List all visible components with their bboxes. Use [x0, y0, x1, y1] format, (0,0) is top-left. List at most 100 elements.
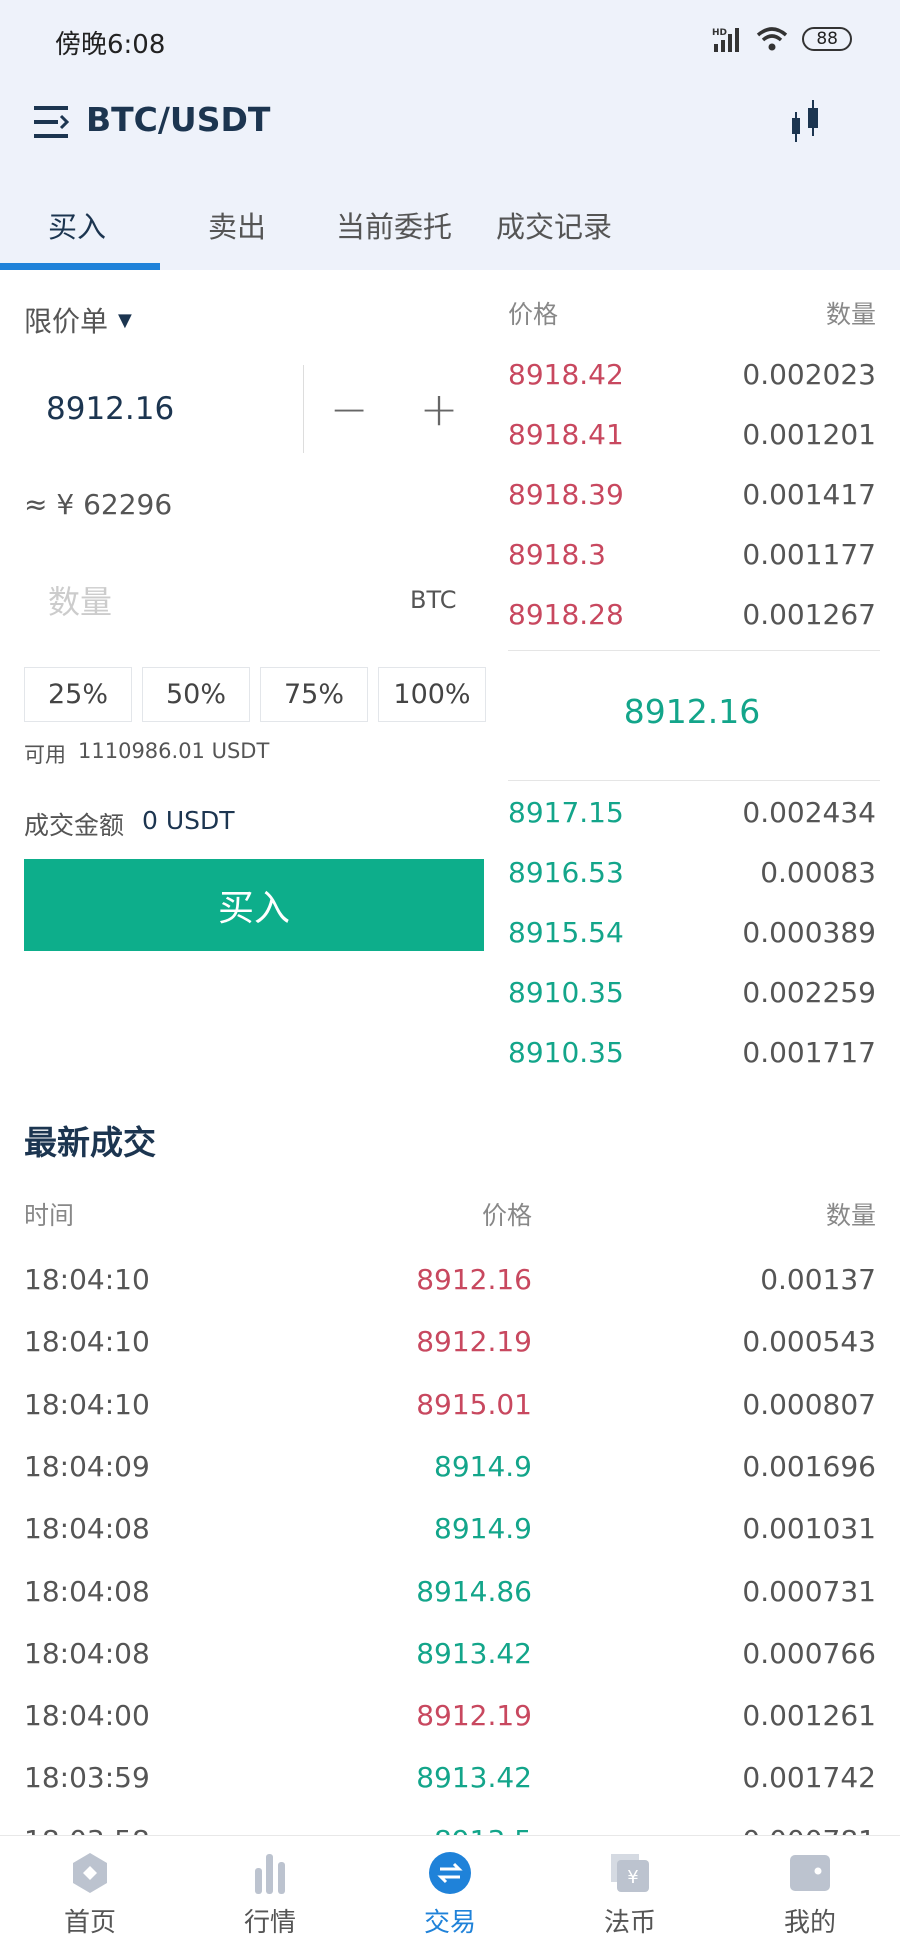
nav-home[interactable]: 首页: [0, 1836, 180, 1950]
caret-down-icon: ▼: [118, 309, 132, 331]
order-type-select[interactable]: 限价单 ▼: [24, 300, 132, 340]
trade-qty: 0.000731: [742, 1574, 876, 1608]
buy-button[interactable]: 买入: [24, 859, 484, 951]
menu-icon[interactable]: [34, 106, 70, 138]
ask-row[interactable]: 8918.3 0.001177: [508, 538, 876, 571]
increase-button[interactable]: +: [419, 382, 459, 436]
qty-header: 数量: [825, 300, 876, 329]
tab-trade-history[interactable]: 成交记录: [496, 210, 613, 244]
bid-row[interactable]: 8916.53 0.00083: [508, 856, 876, 889]
pair-title[interactable]: BTC/USDT: [86, 100, 271, 139]
trade-row: 18:04:10 8915.01 0.000807: [24, 1388, 876, 1421]
svg-text:HD: HD: [712, 28, 727, 38]
active-tab-indicator: [0, 263, 160, 270]
wallet-icon: [790, 1855, 830, 1891]
trade-row: 18:04:08 8913.42 0.000766: [24, 1637, 876, 1670]
amount-unit: BTC: [410, 586, 457, 614]
ask-row[interactable]: 8918.39 0.001417: [508, 478, 876, 511]
bid-qty: 0.002434: [742, 796, 876, 829]
trade-qty: 0.001261: [742, 1699, 876, 1733]
fiat-icon: ¥: [611, 1854, 649, 1892]
nav-label: 我的: [783, 1908, 836, 1938]
status-icons: HD 88: [712, 26, 852, 52]
ask-qty: 0.001201: [742, 418, 876, 451]
trade-price: 8914.9: [434, 1512, 532, 1546]
trade-time: 18:04:10: [24, 1387, 150, 1421]
bid-row[interactable]: 8910.35 0.002259: [508, 976, 876, 1009]
bid-qty: 0.002259: [742, 976, 876, 1009]
nav-fiat[interactable]: ¥ 法币: [540, 1836, 720, 1950]
bid-price: 8916.53: [508, 856, 624, 889]
trade-time: 18:04:00: [24, 1699, 150, 1733]
candlestick-icon[interactable]: [792, 100, 820, 144]
ask-qty: 0.001417: [742, 478, 876, 511]
ask-price: 8918.41: [508, 418, 624, 451]
trade-icon: [429, 1852, 471, 1894]
decrease-button[interactable]: −: [329, 382, 369, 436]
price-input[interactable]: 8912.16: [46, 391, 175, 427]
order-type-label: 限价单: [24, 305, 109, 338]
bid-row[interactable]: 8915.54 0.000389: [508, 916, 876, 949]
tab-open-orders[interactable]: 当前委托: [336, 210, 453, 244]
percent-25-button[interactable]: 25%: [24, 667, 132, 722]
trade-row: 18:04:09 8914.9 0.001696: [24, 1450, 876, 1483]
price-header: 价格: [508, 300, 559, 329]
trade-price: 8912.19: [416, 1325, 532, 1359]
divider: [508, 650, 880, 651]
price-stepper: 8912.16 − +: [24, 365, 484, 453]
trade-time: 18:04:08: [24, 1636, 150, 1670]
percent-50-button[interactable]: 50%: [142, 667, 250, 722]
trade-qty: 0.001031: [742, 1512, 876, 1546]
trade-qty: 0.00137: [760, 1263, 876, 1296]
bid-qty: 0.001717: [742, 1036, 876, 1069]
qty-header: 数量: [825, 1201, 876, 1230]
ask-row[interactable]: 8918.42 0.002023: [508, 358, 876, 391]
ask-price: 8918.39: [508, 478, 624, 511]
nav-trade[interactable]: 交易: [360, 1836, 540, 1950]
divider: [303, 365, 304, 453]
nav-label: 交易: [423, 1908, 476, 1938]
nav-market[interactable]: 行情: [180, 1836, 360, 1950]
trade-row: 18:04:00 8912.19 0.001261: [24, 1699, 876, 1732]
total-value: 0 USDT: [142, 806, 235, 835]
bid-row[interactable]: 8917.15 0.002434: [508, 796, 876, 829]
bid-price: 8915.54: [508, 916, 624, 949]
ask-price: 8918.28: [508, 598, 624, 631]
trade-time: 18:04:08: [24, 1512, 150, 1546]
trade-time: 18:04:10: [24, 1263, 150, 1296]
home-icon: [73, 1853, 107, 1893]
ask-qty: 0.002023: [742, 358, 876, 391]
nav-label: 法币: [603, 1908, 656, 1938]
amount-input[interactable]: 数量: [48, 583, 113, 621]
trade-price: 8912.19: [416, 1699, 532, 1733]
bid-qty: 0.000389: [742, 916, 876, 949]
ask-qty: 0.001267: [742, 598, 876, 631]
trade-price: 8915.01: [416, 1387, 532, 1421]
time-header: 时间: [24, 1201, 75, 1230]
ask-row[interactable]: 8918.41 0.001201: [508, 418, 876, 451]
trade-qty: 0.000807: [742, 1387, 876, 1421]
battery-indicator: 88: [802, 27, 852, 51]
cny-estimate: ≈ ¥ 62296: [24, 488, 173, 521]
ask-row[interactable]: 8918.28 0.001267: [508, 598, 876, 631]
bottom-nav: 首页 行情 交易 ¥ 法币 我的: [0, 1835, 900, 1950]
total-amount: 成交金额 0 USDT: [24, 806, 235, 842]
divider: [508, 780, 880, 781]
price-header: 价格: [481, 1201, 532, 1230]
wifi-icon: [757, 27, 788, 51]
trade-qty: 0.001696: [742, 1449, 876, 1483]
bid-price: 8910.35: [508, 976, 624, 1009]
trade-row: 18:04:10 8912.16 0.00137: [24, 1263, 876, 1296]
orderbook-header: 价格 数量: [508, 295, 876, 331]
signal-icon: HD: [712, 28, 740, 52]
tab-buy[interactable]: 买入: [48, 210, 107, 244]
total-label: 成交金额: [24, 811, 125, 840]
bid-price: 8917.15: [508, 796, 624, 829]
tab-sell[interactable]: 卖出: [208, 210, 267, 244]
bid-row[interactable]: 8910.35 0.001717: [508, 1036, 876, 1069]
status-time: 傍晚6:08: [55, 30, 166, 60]
percent-75-button[interactable]: 75%: [260, 667, 368, 722]
nav-mine[interactable]: 我的: [720, 1836, 900, 1950]
percent-100-button[interactable]: 100%: [378, 667, 486, 722]
trade-price: 8913.42: [416, 1636, 532, 1670]
